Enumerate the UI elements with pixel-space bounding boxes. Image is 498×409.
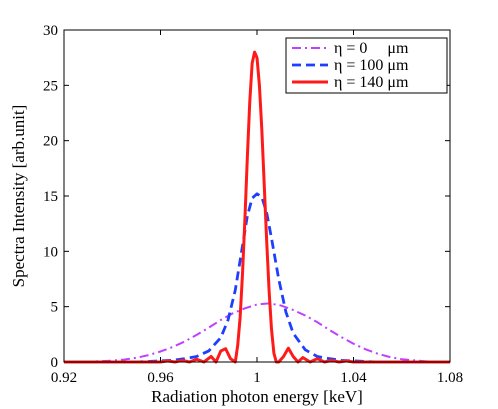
series-line-0 — [63, 302, 451, 363]
x-tick-label: 1.08 — [437, 370, 463, 386]
ticks-layer: 0.92 0.96 1 1.04 1.08 0 5 10 15 20 25 30 — [43, 23, 463, 386]
x-tick-label: 0.96 — [147, 370, 174, 386]
x-axis-title: Radiation photon energy [keV] — [151, 387, 363, 406]
legend-label-0: η = 0 μm — [334, 40, 409, 57]
plot-layer — [63, 50, 451, 364]
series-line-2 — [64, 50, 450, 364]
legend-label-2: η = 140 μm — [334, 74, 409, 91]
y-tick-label: 20 — [43, 134, 58, 150]
legend: η = 0 μmη = 100 μmη = 140 μm — [285, 37, 448, 94]
y-tick-label: 10 — [43, 244, 58, 260]
legend-items: η = 0 μmη = 100 μmη = 140 μm — [292, 40, 409, 91]
y-tick-label: 0 — [51, 355, 59, 371]
y-tick-label: 15 — [43, 189, 58, 205]
x-tick-label: 0.92 — [51, 370, 77, 386]
series-line-1 — [64, 192, 450, 364]
y-tick-label: 25 — [43, 78, 58, 94]
x-tick-label: 1 — [253, 370, 261, 386]
x-tick-label: 1.04 — [340, 370, 367, 386]
y-tick-label: 30 — [43, 23, 58, 39]
legend-label-1: η = 100 μm — [334, 57, 409, 74]
y-tick-label: 5 — [51, 300, 59, 316]
y-axis-title: Spectra Intensity [arb.unit] — [9, 105, 28, 288]
